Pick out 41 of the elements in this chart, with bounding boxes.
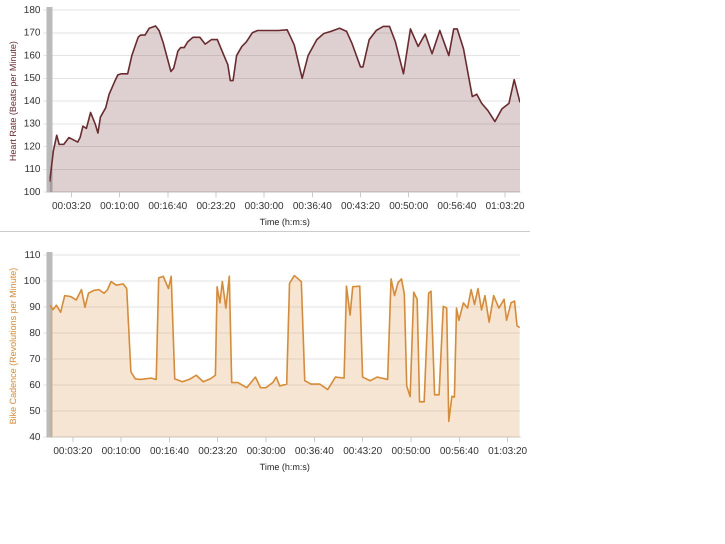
y-tick-label: 60 (29, 380, 41, 391)
y-tick-label: 130 (24, 118, 41, 130)
x-axis-title: Time (h:m:s) (260, 217, 310, 228)
x-tick-label: 01:03:20 (488, 446, 528, 457)
y-tick-label: 110 (24, 164, 41, 176)
y-tick-label: 40 (29, 432, 41, 443)
x-tick-label: 00:43:20 (341, 200, 380, 212)
x-tick-label: 00:43:20 (343, 446, 383, 457)
x-tick-label: 00:30:00 (244, 200, 284, 212)
x-tick-label: 00:30:00 (246, 446, 286, 457)
y-tick-label: 90 (29, 302, 41, 313)
x-tick-label: 00:56:40 (440, 446, 480, 457)
y-axis-title: Heart Rate (Beats per Minute) (8, 41, 18, 162)
y-tick-label: 80 (29, 328, 41, 339)
y-tick-label: 170 (24, 28, 41, 39)
x-tick-label: 00:10:00 (102, 446, 141, 457)
x-axis-title: Time (h:m:s) (260, 462, 310, 472)
y-tick-label: 150 (24, 73, 41, 84)
x-tick-label: 00:03:20 (52, 200, 92, 212)
x-tick-label: 00:56:40 (437, 200, 477, 212)
y-tick-label: 110 (24, 250, 41, 261)
y-tick-label: 70 (29, 354, 41, 365)
y-tick-label: 50 (29, 406, 41, 417)
x-tick-label: 00:23:20 (198, 446, 238, 457)
x-tick-label: 00:36:40 (292, 200, 332, 212)
y-axis-title: Bike Cadence (Revolutions per Minute) (8, 268, 18, 424)
x-tick-label: 00:16:40 (150, 446, 190, 457)
y-tick-label: 100 (24, 276, 41, 287)
x-tick-label: 00:50:00 (389, 200, 429, 212)
y-tick-label: 160 (24, 50, 41, 62)
x-tick-label: 00:03:20 (53, 446, 93, 457)
y-tick-label: 180 (24, 4, 41, 16)
x-tick-label: 00:16:40 (148, 200, 188, 212)
y-tick-label: 100 (24, 186, 41, 198)
x-tick-label: 00:23:20 (196, 200, 236, 212)
y-tick-label: 120 (24, 141, 41, 152)
y-tick-label: 140 (24, 96, 41, 107)
x-tick-label: 00:36:40 (294, 446, 334, 457)
x-tick-label: 01:03:20 (486, 200, 525, 212)
x-tick-label: 00:10:00 (100, 200, 140, 212)
x-tick-label: 00:50:00 (392, 446, 431, 457)
